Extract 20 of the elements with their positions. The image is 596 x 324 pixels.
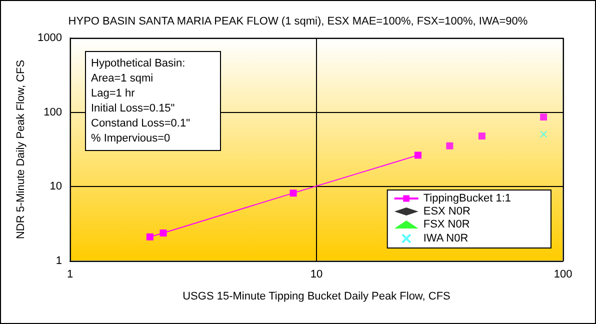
- legend-label: FSX N0R: [423, 218, 470, 230]
- y-tick-label: 1: [56, 255, 62, 267]
- y-tick-label: 1000: [38, 32, 62, 44]
- x-tick-label: 1: [66, 268, 74, 280]
- annotation: Constand Loss=0.1": [91, 118, 190, 130]
- y-axis-title: NDR 5-Minute Daily Peak Flow, CFS: [15, 60, 28, 240]
- annotation: Initial Loss=0.15": [91, 102, 175, 114]
- legend-label: TippingBucket 1:1: [423, 192, 512, 204]
- annotation: Area=1 sqmi: [91, 72, 154, 84]
- x-axis-title: USGS 15-Minute Tipping Bucket Daily Peak Flow, CFS: [182, 290, 450, 302]
- legend-label: IWA N0R: [423, 232, 468, 244]
- annotation: % Impervious=0: [91, 132, 170, 144]
- annotation: Lag=1 hr: [91, 88, 136, 100]
- chart-title: HYPO BASIN SANTA MARIA PEAK FLOW (1 sqmi), ESX MAE=100%, FSX=100%, IWA=90%: [68, 16, 528, 28]
- legend-label: ESX N0R: [423, 206, 470, 218]
- y-tick-label: 100: [44, 106, 62, 118]
- y-tick-label: 10: [50, 180, 62, 193]
- x-tick-label: 100: [554, 268, 572, 280]
- annotation: Hypothetical Basin:: [91, 58, 186, 70]
- x-tick-label: 10: [310, 268, 323, 280]
